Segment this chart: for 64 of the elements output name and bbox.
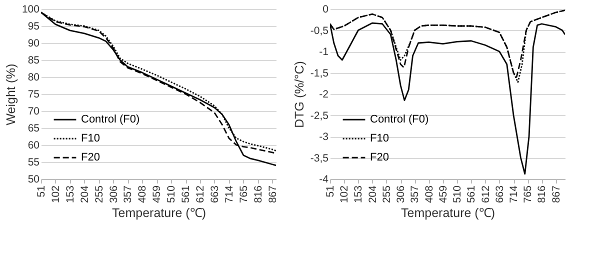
- legend-label: F10: [370, 132, 389, 145]
- x-axis-title: Temperature (℃): [401, 206, 495, 220]
- y-tick-label: -2: [319, 88, 329, 100]
- y-tick-label: 65: [28, 122, 40, 134]
- x-tick-label: 408: [136, 185, 149, 204]
- y-tick-label: -3: [319, 131, 329, 143]
- x-tick-label: 306: [108, 185, 120, 204]
- x-tick-label: 867: [266, 185, 279, 204]
- x-tick-label: 765: [522, 185, 534, 204]
- x-tick-label: 714: [223, 185, 236, 204]
- x-tick-label: 663: [494, 185, 506, 204]
- y-tick-label: 0: [322, 4, 329, 16]
- x-tick-label: 510: [166, 185, 178, 204]
- x-tick-label: 153: [64, 185, 76, 204]
- y-tick-label: 85: [28, 54, 40, 66]
- x-tick-label: 816: [252, 185, 264, 204]
- y-tick-label: -1: [319, 46, 329, 58]
- x-tick-label: 459: [437, 185, 450, 204]
- y-tick-label: -2,5: [310, 110, 329, 122]
- x-tick-label: 51: [324, 185, 336, 198]
- y-tick-label: 95: [28, 20, 40, 32]
- x-tick-label: 663: [208, 185, 221, 204]
- y-axis-title: Weight (%): [4, 64, 18, 126]
- y-axis-title: DTG (%/°C): [292, 61, 306, 128]
- x-tick-label: 255: [380, 185, 393, 204]
- x-axis-title: Temperature (℃): [112, 206, 206, 220]
- x-tick-label: 816: [536, 185, 548, 204]
- legend-label: F20: [370, 152, 389, 164]
- legend-label: F20: [81, 152, 100, 164]
- y-tick-label: 50: [28, 174, 40, 186]
- x-tick-label: 204: [78, 185, 91, 204]
- legend-label: Control (F0): [370, 114, 429, 126]
- x-tick-label: 357: [122, 185, 134, 204]
- x-tick-label: 153: [352, 185, 365, 204]
- x-tick-label: 306: [395, 185, 408, 204]
- y-tick-label: 100: [22, 4, 40, 16]
- x-tick-label: 867: [550, 185, 562, 204]
- x-tick-label: 51: [36, 185, 48, 198]
- x-tick-label: 510: [452, 185, 464, 204]
- x-tick-label: 204: [366, 185, 379, 204]
- x-tick-label: 765: [238, 185, 250, 204]
- y-tick-label: -1,5: [310, 67, 329, 80]
- x-tick-label: 714: [508, 185, 520, 204]
- x-tick-label: 255: [93, 185, 106, 204]
- x-tick-label: 102: [338, 185, 351, 204]
- y-tick-label: 70: [28, 106, 40, 118]
- x-tick-label: 612: [194, 185, 207, 204]
- x-tick-label: 102: [50, 185, 62, 204]
- y-tick-label: -0,5: [310, 24, 329, 37]
- y-tick-label: 90: [28, 38, 40, 50]
- x-tick-label: 612: [480, 185, 492, 204]
- y-tick-label: 55: [28, 156, 40, 168]
- x-tick-label: 408: [423, 185, 436, 204]
- x-tick-label: 561: [466, 185, 478, 204]
- legend-label: F10: [81, 132, 100, 145]
- legend-label: Control (F0): [81, 114, 140, 126]
- y-tick-label: 75: [28, 88, 40, 100]
- y-tick-label: -4: [319, 174, 329, 186]
- x-tick-label: 357: [409, 185, 422, 204]
- x-tick-label: 459: [151, 185, 164, 204]
- y-tick-label: -3,5: [310, 152, 329, 164]
- y-tick-label: 80: [28, 72, 40, 84]
- y-tick-label: 60: [28, 140, 40, 152]
- x-tick-label: 561: [180, 185, 192, 204]
